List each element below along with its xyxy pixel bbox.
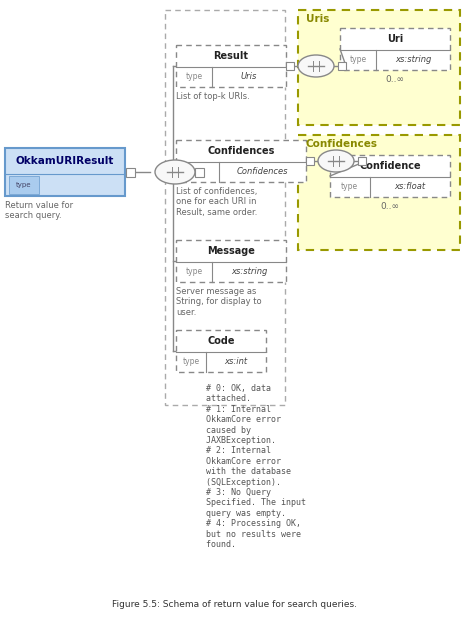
Text: xs:int: xs:int [224, 357, 248, 366]
Bar [176, 240, 286, 282]
Text: Return value for
search query.: Return value for search query. [5, 201, 73, 220]
Text: Figure 5.5: Schema of return value for search queries.: Figure 5.5: Schema of return value for s… [111, 600, 357, 609]
Bar [195, 167, 204, 176]
Text: List of confidences,
one for each URI in
Result, same order.: List of confidences, one for each URI in… [176, 187, 257, 217]
Bar [5, 148, 125, 196]
Bar [125, 167, 134, 176]
Text: Message: Message [207, 246, 255, 256]
Bar [176, 330, 266, 372]
Text: 0..∞: 0..∞ [386, 75, 404, 84]
Ellipse shape [155, 160, 195, 184]
Bar [286, 62, 294, 70]
Bar [165, 10, 285, 405]
Bar [9, 176, 39, 194]
Bar [306, 157, 314, 165]
Text: 0..∞: 0..∞ [380, 202, 400, 211]
Bar [298, 10, 460, 125]
Ellipse shape [318, 150, 354, 172]
Text: Confidences: Confidences [237, 167, 288, 176]
Text: xs:float: xs:float [394, 183, 425, 191]
Text: type: type [189, 167, 206, 176]
Text: # 0: OK, data
    attached.
    # 1: Internal
    OkkamCore error
    caused by
: # 0: OK, data attached. # 1: Internal Ok… [186, 384, 306, 549]
Text: type: type [341, 183, 358, 191]
Text: Server message as
String, for display to
user.: Server message as String, for display to… [176, 287, 262, 317]
Text: Confidences: Confidences [207, 146, 275, 156]
Text: List of top-k URIs.: List of top-k URIs. [176, 92, 250, 101]
Text: type: type [186, 72, 203, 81]
Bar [298, 135, 460, 250]
Text: Confidence: Confidence [359, 161, 421, 171]
Bar [338, 62, 346, 70]
Text: Result: Result [213, 51, 249, 61]
Bar [176, 45, 286, 87]
Text: OkkamURIResult: OkkamURIResult [16, 156, 114, 166]
Bar [358, 157, 366, 165]
Ellipse shape [298, 55, 334, 77]
Text: type: type [16, 182, 32, 188]
Bar [176, 140, 306, 182]
Text: xs:string: xs:string [231, 267, 267, 276]
Bar [330, 155, 450, 197]
Bar [340, 28, 450, 70]
Text: Uris: Uris [241, 72, 257, 81]
Text: Confidences: Confidences [306, 139, 378, 149]
Text: type: type [183, 357, 199, 366]
Text: Uris: Uris [306, 14, 329, 24]
Text: type: type [350, 56, 367, 64]
Text: type: type [186, 267, 203, 276]
Text: Code: Code [207, 336, 235, 346]
Text: xs:string: xs:string [395, 56, 431, 64]
Text: Uri: Uri [387, 34, 403, 44]
